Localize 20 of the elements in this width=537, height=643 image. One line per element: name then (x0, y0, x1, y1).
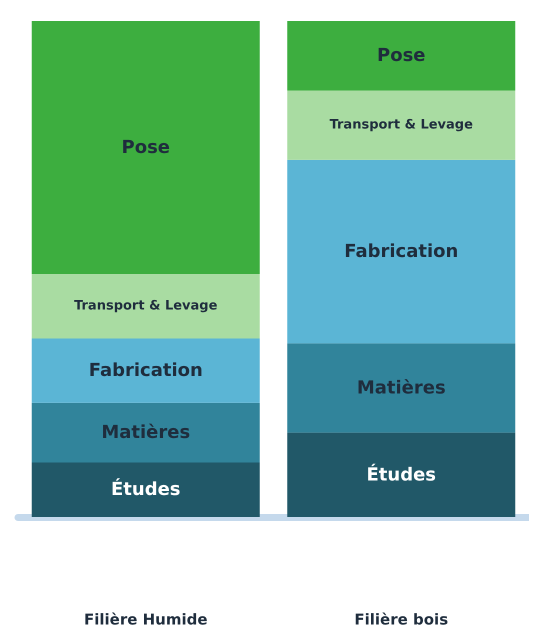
series-label: Fabrication (88, 360, 203, 382)
text: Études (366, 464, 436, 486)
series-label: Matières (101, 422, 190, 444)
series-label: Pose (377, 45, 426, 66)
bar (32, 274, 260, 338)
text: Transport & Levage (330, 118, 473, 133)
text: Fabrication (344, 241, 458, 262)
series-label: Études (110, 478, 181, 500)
text: Pose (122, 136, 170, 158)
bar (287, 21, 516, 90)
bar (287, 90, 516, 160)
bar (287, 343, 516, 433)
bar (32, 338, 260, 403)
series-label: Transport & Levage (74, 298, 218, 314)
x-tick-label: Filière Humide (84, 610, 208, 628)
bar (32, 21, 260, 274)
bar (287, 160, 516, 344)
x-tick-label: Filière bois (354, 610, 448, 628)
text: Matières (356, 378, 446, 399)
bar (32, 402, 260, 462)
